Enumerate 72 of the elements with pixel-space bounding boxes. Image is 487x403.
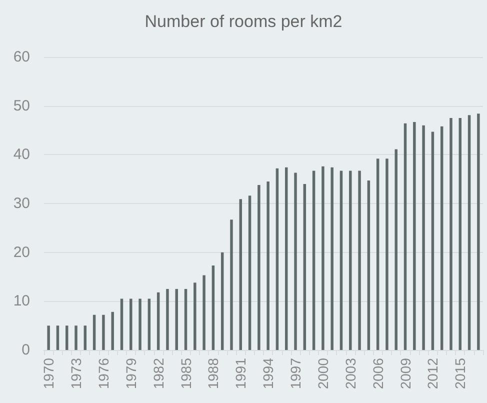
bar xyxy=(404,123,407,350)
x-tick-label: 1973 xyxy=(68,358,84,390)
x-tick-label: 2006 xyxy=(370,358,386,390)
bar xyxy=(477,114,480,350)
x-tick-label: 1976 xyxy=(95,358,112,390)
x-tick-label: 2000 xyxy=(314,358,331,390)
y-tick-label: 10 xyxy=(13,292,30,310)
bar xyxy=(413,122,416,350)
y-tick-label: 30 xyxy=(13,195,30,212)
bar xyxy=(84,326,87,350)
bar xyxy=(202,275,206,350)
y-tick-label: 60 xyxy=(13,48,30,66)
bar xyxy=(248,196,252,350)
bar xyxy=(450,118,452,350)
bar xyxy=(349,170,352,350)
bar xyxy=(276,168,279,350)
bar xyxy=(212,266,215,350)
bar xyxy=(102,314,105,350)
bar xyxy=(92,314,96,350)
bar xyxy=(394,149,398,350)
bar xyxy=(376,158,380,350)
bar xyxy=(431,132,434,350)
bar xyxy=(56,326,60,350)
bar xyxy=(120,298,124,350)
x-tick-label: 1991 xyxy=(232,358,249,390)
bar xyxy=(148,298,151,350)
bar xyxy=(386,158,388,350)
y-tick-label: 0 xyxy=(22,342,30,358)
bar xyxy=(230,220,233,350)
x-tick-label: 1970 xyxy=(40,358,57,390)
bar xyxy=(175,288,178,350)
x-tick-label: 2009 xyxy=(397,358,414,390)
bar xyxy=(65,326,68,350)
x-tick-label: 2012 xyxy=(424,358,441,390)
x-tick-label: 2015 xyxy=(452,358,468,390)
chart-title: Number of rooms per km2 xyxy=(144,12,342,31)
bar xyxy=(322,166,324,350)
bar xyxy=(156,292,160,350)
bar xyxy=(294,172,297,350)
x-tick-label: 1988 xyxy=(205,358,222,390)
x-tick-label: 1994 xyxy=(260,358,276,390)
bar xyxy=(239,199,242,350)
bar xyxy=(47,326,50,350)
bar xyxy=(130,298,132,350)
bar xyxy=(184,288,188,350)
bar xyxy=(468,115,471,350)
bar xyxy=(303,184,306,350)
bar xyxy=(440,126,444,350)
bar xyxy=(138,298,142,350)
bar xyxy=(358,170,361,350)
x-tick-label: 1997 xyxy=(288,358,304,390)
bar xyxy=(111,312,114,350)
x-tick-label: 1979 xyxy=(122,358,139,390)
bar xyxy=(194,282,196,350)
x-tick-label: 1985 xyxy=(178,358,194,390)
y-tick-label: 40 xyxy=(13,146,30,164)
bar xyxy=(74,326,78,350)
bar xyxy=(458,118,462,350)
bar xyxy=(258,184,260,350)
bar xyxy=(422,125,425,350)
bar xyxy=(367,180,370,350)
bar xyxy=(330,167,334,350)
y-tick-label: 50 xyxy=(13,97,30,114)
bar xyxy=(312,170,316,350)
x-tick-label: 1982 xyxy=(150,358,166,390)
bar xyxy=(266,182,270,350)
bar xyxy=(220,252,224,350)
x-tick-label: 2003 xyxy=(342,358,358,390)
bar xyxy=(284,167,288,350)
y-tick-label: 20 xyxy=(13,244,30,261)
bar xyxy=(340,170,343,350)
bar xyxy=(166,288,169,350)
